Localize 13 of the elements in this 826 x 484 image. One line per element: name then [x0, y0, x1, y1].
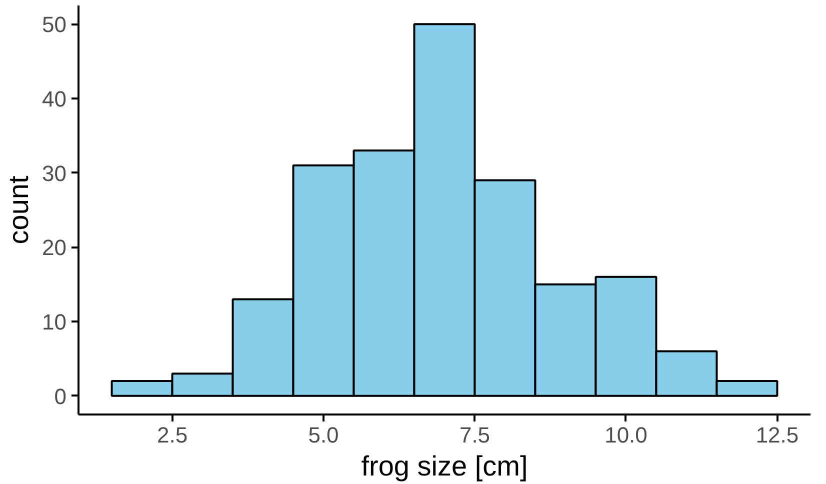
y-tick-label: 0: [54, 384, 67, 409]
y-tick-label: 30: [42, 160, 67, 186]
x-axis-title: frog size [cm]: [361, 450, 528, 482]
y-axis-title: count: [3, 176, 34, 244]
x-tick-label: 10.0: [604, 422, 648, 448]
y-tick-label: 40: [42, 86, 67, 112]
y-tick-label: 10: [42, 310, 67, 335]
x-tick-label: 5.0: [308, 422, 339, 448]
x-tick-label: 7.5: [459, 422, 490, 448]
y-tick-label: 50: [42, 12, 67, 38]
x-tick-label: 2.5: [156, 422, 188, 448]
x-tick-label: 12.5: [756, 422, 799, 448]
y-tick-label: 20: [42, 235, 67, 260]
